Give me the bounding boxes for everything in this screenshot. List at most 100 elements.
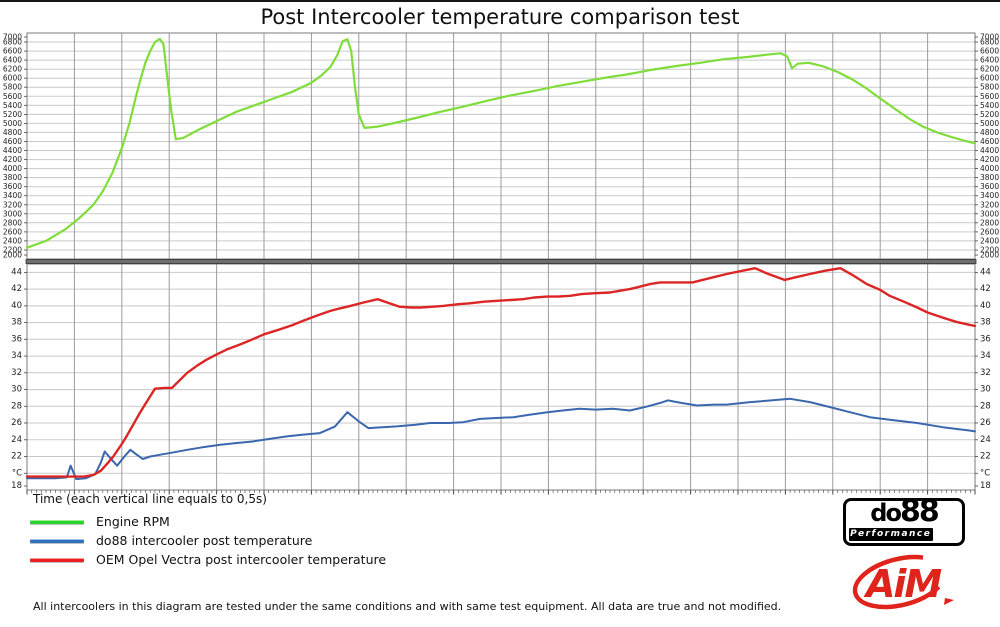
y-tick-label: 7000 <box>980 33 999 42</box>
y-tick-label: 22 <box>11 452 22 462</box>
y-tick-label: 6200 <box>980 65 999 74</box>
do88-logo-88: 88 <box>899 494 940 529</box>
panel-temperature: 44 44 42 42 40 40 38 38 36 36 34 34 32 32 30 30 28 28 26 26… <box>11 263 991 491</box>
y-tick-label: 6600 <box>980 47 999 56</box>
legend-item-do88-temperature: do88 intercooler post temperature <box>30 533 386 548</box>
y-tick-label: 3800 <box>980 173 999 182</box>
aim-logo: AiM <box>852 554 954 610</box>
y-tick-label: 4200 <box>3 155 22 164</box>
footer-note: All intercoolers in this diagram are tes… <box>33 600 782 613</box>
y-tick-label: 2600 <box>3 227 22 236</box>
y-tick-label: 3200 <box>3 200 22 209</box>
y-tick-label: 3400 <box>3 191 22 200</box>
y-tick-label: 5600 <box>980 92 999 101</box>
y-tick-label: 30 <box>980 385 991 395</box>
y-tick-label: °C <box>980 468 990 478</box>
aim-logo-swoosh <box>852 554 948 610</box>
y-tick-label: 28 <box>980 401 991 411</box>
y-tick-label: 6400 <box>3 56 22 65</box>
y-tick-label: 7000 <box>3 33 22 42</box>
y-tick-label: 36 <box>11 334 22 344</box>
y-tick-label: 5200 <box>3 110 22 119</box>
y-tick-label: 30 <box>11 385 22 395</box>
y-tick-label: 40 <box>980 301 991 311</box>
y-tick-label: 22 <box>980 452 991 462</box>
y-tick-label: 28 <box>11 401 22 411</box>
y-tick-label: 5600 <box>3 92 22 101</box>
y-tick-label: 2600 <box>980 227 999 236</box>
y-tick-label: 42 <box>980 284 991 294</box>
y-tick-label: 2000 <box>3 251 22 260</box>
y-tick-label: 3200 <box>980 200 999 209</box>
y-tick-label: 40 <box>11 301 22 311</box>
y-tick-label: 2200 <box>980 246 999 255</box>
legend-swatch-engine-rpm <box>30 519 84 524</box>
y-tick-label: 4000 <box>980 164 999 173</box>
legend-label: Engine RPM <box>96 514 170 529</box>
y-tick-label: 18 <box>11 481 22 491</box>
series-engine-rpm <box>25 37 977 249</box>
y-tick-label: 4800 <box>980 128 999 137</box>
y-tick-label: 36 <box>980 334 991 344</box>
y-tick-label: 5400 <box>3 101 22 110</box>
y-tick-label: 26 <box>980 418 991 428</box>
y-tick-label: 4600 <box>3 137 22 146</box>
y-tick-label: 5200 <box>980 110 999 119</box>
y-tick-label: 38 <box>980 318 991 328</box>
legend-swatch-oem-temperature <box>30 557 84 562</box>
aim-logo-arrow <box>944 598 954 605</box>
y-tick-label: 2800 <box>980 218 999 227</box>
y-tick-label: 4200 <box>980 155 999 164</box>
y-tick-label: 2800 <box>3 218 22 227</box>
do88-logo-text: do88 <box>846 497 962 528</box>
aim-logo-text: AiM <box>863 562 942 606</box>
legend-label: OEM Opel Vectra post intercooler tempera… <box>96 552 387 567</box>
do88-logo-performance: Performance <box>849 528 933 541</box>
y-tick-label: 5800 <box>3 83 22 92</box>
legend: Engine RPM do88 intercooler post tempera… <box>30 514 387 572</box>
panel-separator <box>25 259 977 264</box>
y-tick-label: 6000 <box>980 74 999 83</box>
y-tick-label: 4400 <box>980 146 999 155</box>
y-tick-label: 5000 <box>3 119 22 128</box>
y-tick-label: 3600 <box>980 182 999 191</box>
y-tick-label: 2000 <box>980 251 999 260</box>
y-tick-label: 6600 <box>3 47 22 56</box>
y-tick-label: 4800 <box>3 128 22 137</box>
y-tick-label: 34 <box>980 351 991 361</box>
y-tick-label: 6800 <box>3 38 22 47</box>
y-tick-label: 34 <box>11 351 22 361</box>
y-tick-label: 2400 <box>980 236 999 245</box>
y-tick-label: 3000 <box>980 209 999 218</box>
y-tick-label: 18 <box>980 481 991 491</box>
y-tick-label: 42 <box>11 284 22 294</box>
y-tick-label: 3400 <box>980 191 999 200</box>
y-tick-label: 5400 <box>980 101 999 110</box>
y-tick-label: 6800 <box>980 38 999 47</box>
do88-logo-do: do <box>870 499 902 527</box>
legend-swatch-do88-temperature <box>30 538 84 543</box>
y-tick-label: 6000 <box>3 74 22 83</box>
y-tick-label: 6400 <box>980 56 999 65</box>
top-border <box>0 0 1000 2</box>
y-tick-label: 44 <box>980 267 991 277</box>
y-tick-label: 4600 <box>980 137 999 146</box>
y-tick-label: °C <box>12 468 22 478</box>
y-tick-label: 24 <box>980 435 991 445</box>
y-tick-label: 24 <box>11 435 22 445</box>
y-tick-label: 3600 <box>3 182 22 191</box>
y-tick-label: 6200 <box>3 65 22 74</box>
time-axis-label: Time (each vertical line equals to 0,5s) <box>33 492 267 506</box>
y-tick-label: 32 <box>980 368 991 378</box>
y-tick-label: 44 <box>11 267 22 277</box>
y-tick-label: 32 <box>11 368 22 378</box>
legend-item-engine-rpm: Engine RPM <box>30 514 386 529</box>
y-tick-label: 5800 <box>980 83 999 92</box>
y-tick-label: 4400 <box>3 146 22 155</box>
y-tick-label: 26 <box>11 418 22 428</box>
y-tick-label: 3800 <box>3 173 22 182</box>
y-tick-label: 2400 <box>3 236 22 245</box>
